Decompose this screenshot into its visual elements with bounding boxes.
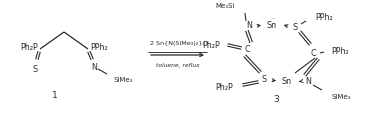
Text: 3: 3 [273, 95, 279, 104]
Text: N: N [305, 77, 311, 86]
Text: PPh₂: PPh₂ [331, 48, 349, 57]
Text: C: C [310, 49, 316, 58]
Text: PPh₂: PPh₂ [315, 13, 333, 22]
Text: SiMe₃: SiMe₃ [332, 94, 352, 100]
Text: Sn: Sn [267, 20, 277, 29]
Text: ··: ·· [286, 84, 290, 90]
Text: Sn: Sn [282, 77, 292, 86]
Text: Ph₂P: Ph₂P [20, 44, 38, 53]
Text: Ph₂P: Ph₂P [202, 42, 220, 51]
Text: Ph₂P: Ph₂P [215, 84, 233, 93]
Text: S: S [33, 64, 37, 73]
Text: 2 Sn{N(SiMe₃)₂}₂: 2 Sn{N(SiMe₃)₂}₂ [150, 42, 205, 46]
Text: N: N [91, 62, 97, 71]
Text: ··: ·· [271, 16, 275, 22]
Text: Me₃Si: Me₃Si [215, 3, 235, 9]
Text: S: S [262, 75, 266, 84]
Text: N: N [246, 22, 252, 31]
Text: PPh₂: PPh₂ [90, 44, 108, 53]
Text: 1: 1 [52, 91, 58, 99]
Text: SiMe₃: SiMe₃ [113, 77, 132, 83]
Text: C: C [244, 46, 250, 55]
Text: S: S [293, 24, 297, 33]
Text: toluene, reflux: toluene, reflux [156, 62, 199, 68]
